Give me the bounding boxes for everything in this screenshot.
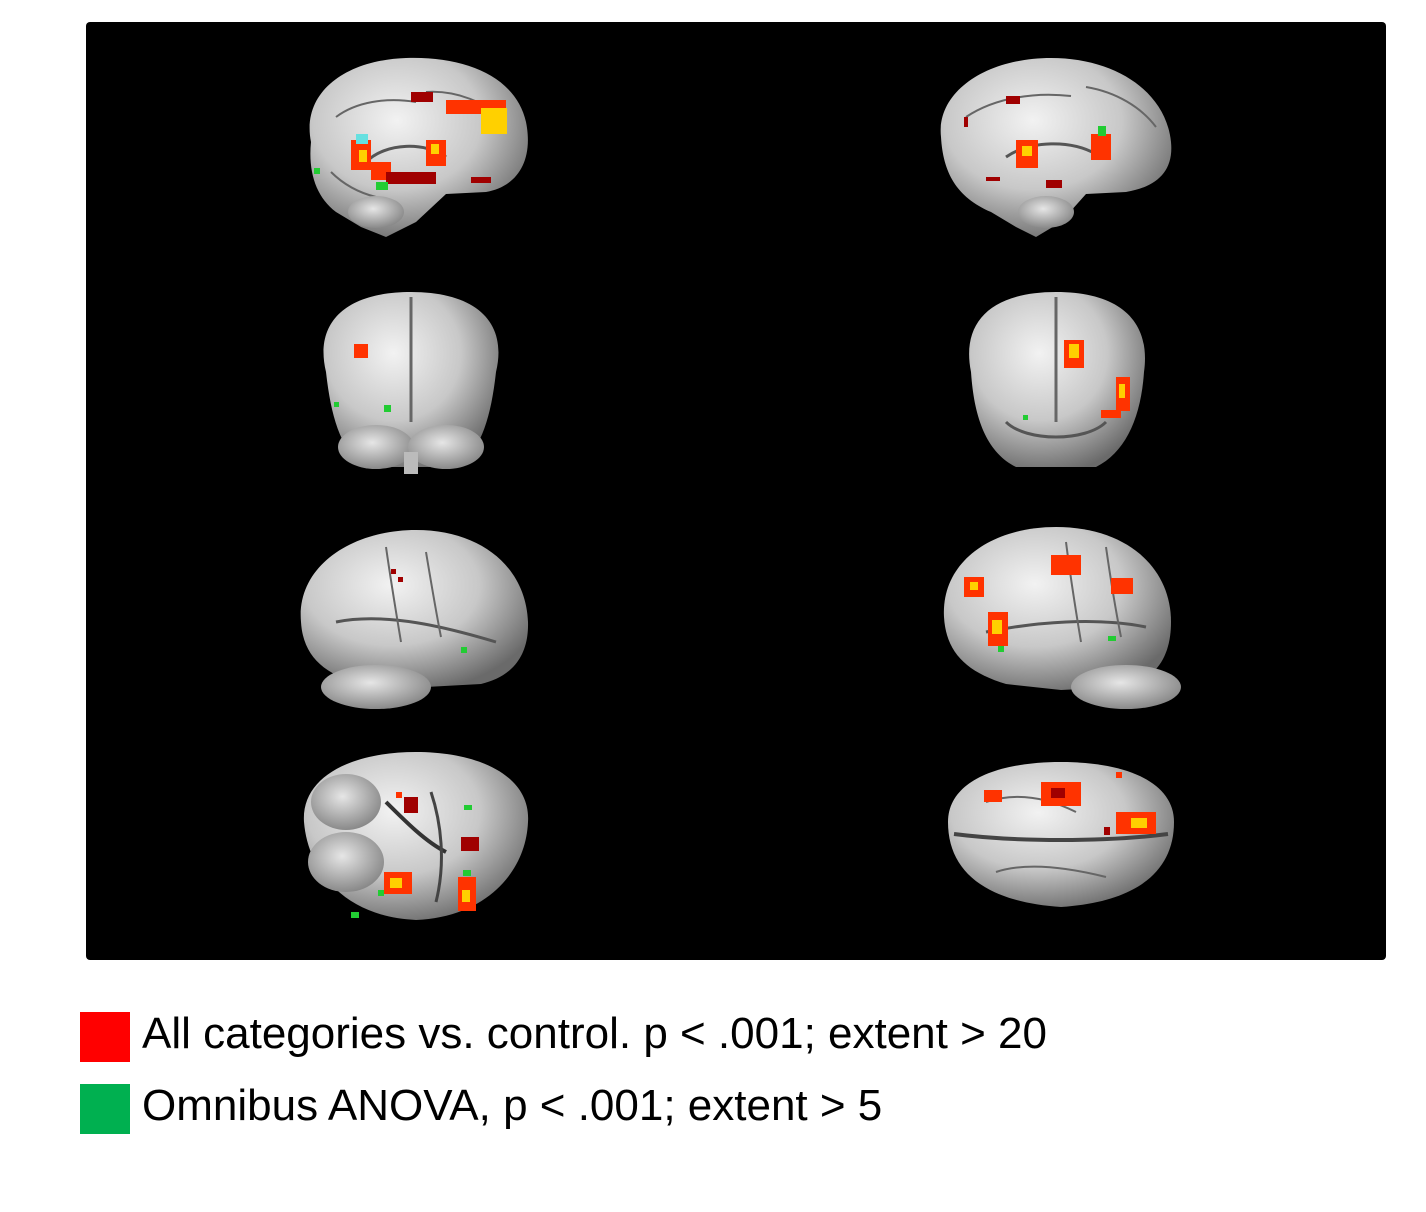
- legend-label: Omnibus ANOVA, p < .001; extent > 5: [142, 1081, 883, 1130]
- legend-label: All categories vs. control. p < .001; ex…: [142, 1009, 1047, 1058]
- brain-superior-view: [948, 762, 1174, 907]
- brain-anterior-view: [969, 292, 1145, 467]
- brain-inferior-view: [303, 752, 529, 920]
- brain-renderings: [300, 57, 1181, 920]
- legend-item-omnibus-anova: Omnibus ANOVA, p < .001; extent > 5: [80, 1078, 1280, 1150]
- legend-swatch-green: [80, 1084, 130, 1134]
- legend: All categories vs. control. p < .001; ex…: [80, 1006, 1280, 1150]
- brain-lateral-view-right-column: [943, 527, 1181, 709]
- legend-item-all-categories: All categories vs. control. p < .001; ex…: [80, 1006, 1280, 1078]
- brain-medial-sagittal-right: [940, 58, 1172, 237]
- brain-figure-panel: [86, 22, 1386, 960]
- brain-medial-sagittal-left: [309, 57, 528, 238]
- brain-posterior-view: [323, 292, 499, 474]
- brain-lateral-view-left-column: [300, 530, 529, 709]
- legend-swatch-red: [80, 1012, 130, 1062]
